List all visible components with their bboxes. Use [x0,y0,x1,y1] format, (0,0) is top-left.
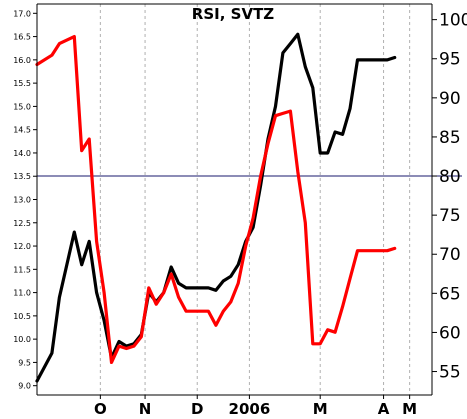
left-tick-label-7: 12.5 [13,219,31,228]
right-tick-label-9: 100 [439,11,467,31]
axis-layer [36,3,433,396]
right-tick-label-3: 70 [439,245,461,265]
right-tick-label-4: 75 [439,206,461,226]
grid-layer [99,4,411,395]
right-tick-label-2: 65 [439,284,461,304]
left-tick-label-13: 15.5 [13,79,31,88]
x-axis-ticks: O N D 2006 M A M [94,395,417,418]
left-tick-label-6: 12.0 [13,242,31,251]
left-tick-label-16: 17.0 [13,9,31,18]
series-line-0 [35,32,397,383]
left-tick-label-2: 10.0 [13,335,31,344]
left-tick-label-9: 13.5 [13,172,31,181]
left-tick-label-3: 10.5 [13,312,31,321]
x-tick-label-0: O [94,400,107,418]
series-line-1 [35,34,397,364]
series-layer [35,32,397,383]
x-tick-label-3: 2006 [229,400,271,418]
right-tick-label-5: 80 [439,167,461,187]
left-tick-label-1: 9.5 [18,358,31,367]
left-tick-label-5: 11.5 [13,265,31,274]
right-tick-label-0: 55 [439,363,461,383]
left-axis-ticks: 9.0 9.5 10.0 10.5 11.0 11.5 12.0 12.5 13.0 13.5 14… [13,9,37,391]
right-tick-label-1: 60 [439,323,461,343]
left-tick-label-0: 9.0 [18,382,31,391]
left-tick-label-11: 14.5 [13,126,31,135]
left-tick-label-14: 16.0 [13,56,31,65]
right-tick-label-7: 90 [439,89,461,109]
x-tick-label-5: A [378,400,390,418]
left-tick-label-12: 15.0 [13,102,31,111]
right-tick-label-8: 95 [439,50,461,70]
chart-title: RSI, SVTZ [192,5,274,23]
left-tick-label-10: 14.0 [13,149,31,158]
right-tick-label-6: 85 [439,128,461,148]
x-tick-label-2: D [191,400,203,418]
left-tick-label-15: 16.5 [13,33,31,42]
left-tick-label-8: 13.0 [13,196,31,205]
left-tick-label-4: 11.0 [13,289,31,298]
x-tick-label-4: M [313,400,328,418]
x-tick-label-6: M [402,400,417,418]
x-tick-label-1: N [139,400,152,418]
right-axis-ticks: 55 60 65 70 75 80 85 90 95 100 [432,11,467,383]
